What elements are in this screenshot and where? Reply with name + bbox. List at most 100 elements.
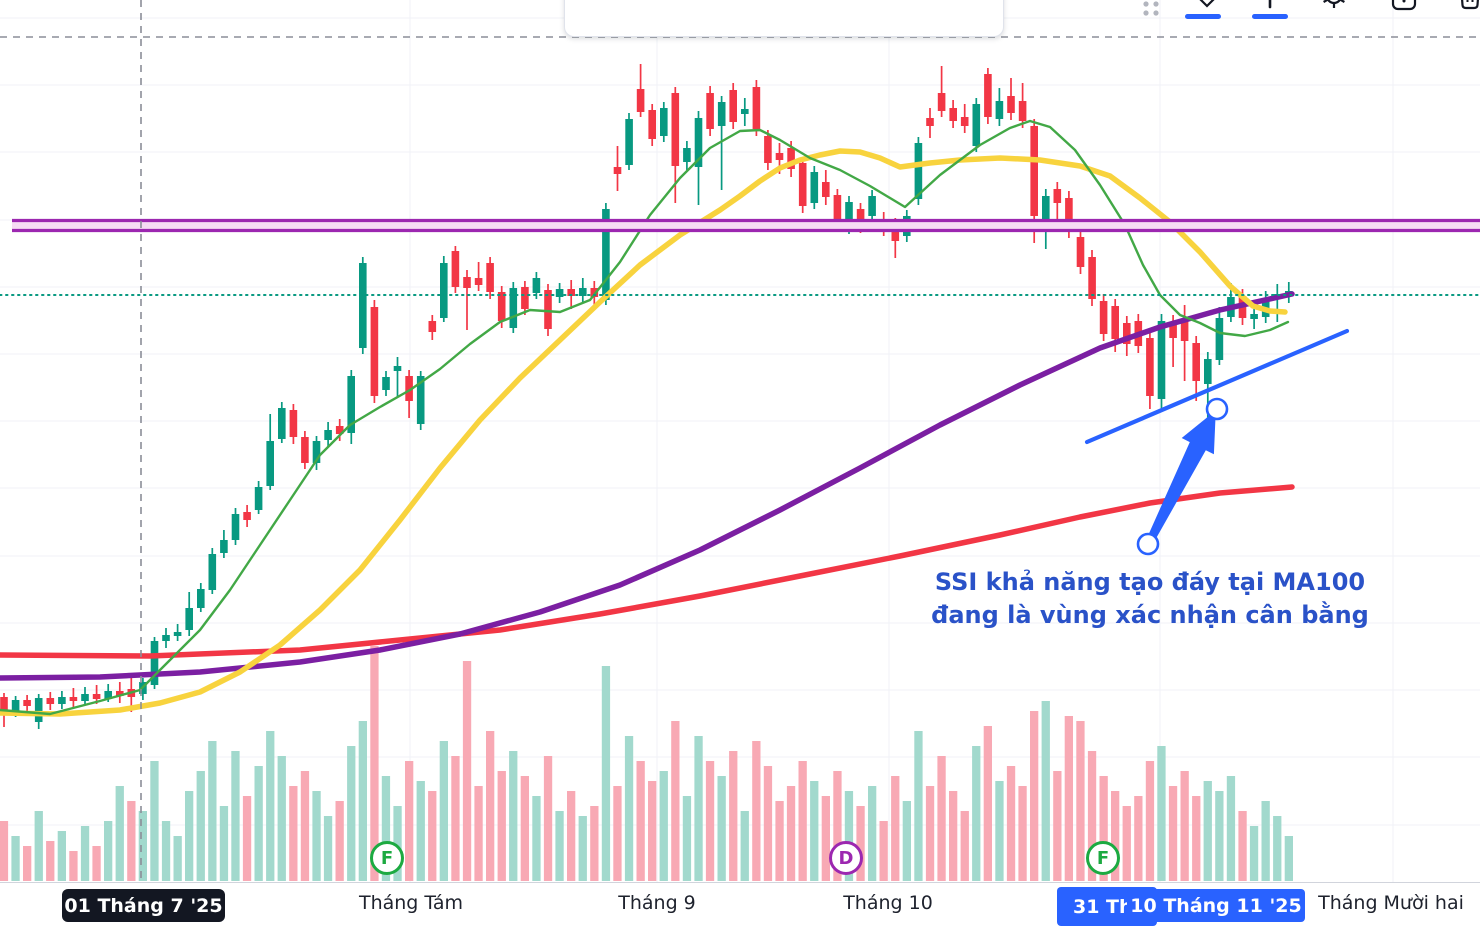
- volume-bar: [1226, 776, 1236, 881]
- candle-down: [937, 93, 946, 111]
- volume-bar: [601, 666, 611, 881]
- candle-down: [822, 182, 830, 197]
- volume-bar: [1018, 786, 1027, 881]
- volume-bar: [914, 731, 923, 881]
- volume-bar: [1238, 811, 1247, 881]
- candle-down: [428, 321, 437, 332]
- candle-up: [34, 698, 43, 722]
- volume-bar: [925, 786, 935, 881]
- volume-bar: [1111, 791, 1120, 881]
- price-band-fill[interactable]: [12, 221, 1480, 230]
- candle-up: [602, 209, 610, 300]
- event-badge-f[interactable]: F: [1086, 841, 1120, 875]
- candle-down: [671, 93, 680, 166]
- volume-bar: [323, 816, 333, 881]
- candle-up: [683, 148, 691, 162]
- volume-bar: [1087, 751, 1097, 881]
- candle-up: [173, 632, 182, 636]
- color-swatch-blue: [1252, 14, 1288, 19]
- time-axis[interactable]: Tháng Tám Tháng 9 Tháng 10 Tháng Mười hai 0…: [0, 882, 1480, 926]
- ma-mid-line-yellow: [0, 148, 1288, 717]
- volume-bar: [567, 791, 576, 881]
- volume-bar: [173, 836, 182, 881]
- candle-down: [1123, 323, 1131, 344]
- volume-bar: [532, 796, 541, 881]
- candle-up: [1204, 359, 1212, 384]
- arrow-drawing[interactable]: [1146, 410, 1216, 543]
- volume-bar: [1215, 791, 1224, 881]
- volume-bar: [578, 816, 587, 881]
- candle-down: [926, 118, 934, 126]
- volume-bar: [798, 761, 807, 881]
- candle-down: [69, 697, 78, 701]
- volume-bar: [300, 771, 310, 881]
- event-badge-d[interactable]: D: [829, 841, 863, 875]
- volume-bar: [1249, 826, 1259, 881]
- candle-up: [810, 172, 819, 203]
- candle-up: [845, 202, 853, 228]
- volume-bar: [1030, 711, 1039, 881]
- candle-up: [509, 288, 518, 328]
- candle-down: [1192, 343, 1200, 381]
- range-end-badge[interactable]: 10 Tháng 11 '25: [1127, 889, 1305, 922]
- volume-bar: [509, 751, 518, 881]
- lock-icon[interactable]: [1389, 0, 1419, 36]
- volume-bar: [486, 731, 495, 881]
- candle-down: [1099, 301, 1108, 334]
- shape-style-icon[interactable]: [1182, 0, 1224, 36]
- volume-bar: [821, 796, 830, 881]
- volume-bar: [775, 801, 784, 881]
- volume-bar: [613, 786, 622, 881]
- drag-handle-icon[interactable]: [1136, 0, 1166, 36]
- event-badge-f[interactable]: F: [370, 841, 404, 875]
- volume-bar: [868, 786, 877, 881]
- volume-bar: [717, 776, 726, 881]
- trendline-drawing[interactable]: [1084, 328, 1350, 445]
- ma-slow-line-purple: [0, 291, 1295, 681]
- volume-bar: [648, 781, 657, 881]
- candle-up: [717, 102, 726, 126]
- candle-down: [1053, 189, 1062, 203]
- delete-trash-icon[interactable]: [1456, 0, 1480, 36]
- drawing-handle[interactable]: [1136, 532, 1160, 556]
- volume-bar: [23, 846, 32, 881]
- candle-down: [729, 90, 737, 122]
- volume-bar: [161, 821, 171, 881]
- volume-bar: [462, 661, 472, 881]
- color-swatch-blue: [1185, 14, 1221, 19]
- candle-up: [104, 691, 112, 699]
- candle-up: [579, 288, 587, 296]
- settings-gear-icon[interactable]: [1319, 0, 1349, 36]
- candle-up: [278, 408, 286, 439]
- drawing-handle[interactable]: [1205, 397, 1229, 421]
- crosshair-date-badge: 01 Tháng 7 '25: [62, 889, 225, 922]
- candle-down: [497, 292, 506, 321]
- candle-up: [660, 108, 668, 136]
- candle-up: [324, 430, 332, 440]
- candle-up: [625, 119, 633, 165]
- volume-bars: [0, 646, 1293, 881]
- volume-bar: [1168, 786, 1178, 881]
- text-annotation[interactable]: SSI khả năng tạo đáy tại MA100 đang là v…: [905, 566, 1395, 632]
- volume-bar: [474, 786, 483, 881]
- candle-down: [23, 700, 31, 706]
- candles: [0, 64, 1293, 729]
- candle-down: [1018, 101, 1027, 121]
- volume-bar: [451, 756, 460, 881]
- text-style-icon[interactable]: [1251, 0, 1289, 36]
- candle-down: [891, 224, 900, 241]
- volume-bar: [879, 821, 888, 881]
- volume-bar: [856, 806, 865, 881]
- candle-up: [914, 143, 923, 199]
- candle-down: [463, 277, 471, 288]
- candle-down: [567, 289, 575, 296]
- candle-up: [440, 263, 448, 318]
- volume-bar: [543, 756, 553, 881]
- candle-up: [393, 366, 402, 371]
- ma-fast-line-green: [0, 119, 1290, 716]
- candle-down: [486, 263, 494, 292]
- volume-bar: [1180, 771, 1189, 881]
- volume-bar: [138, 811, 147, 881]
